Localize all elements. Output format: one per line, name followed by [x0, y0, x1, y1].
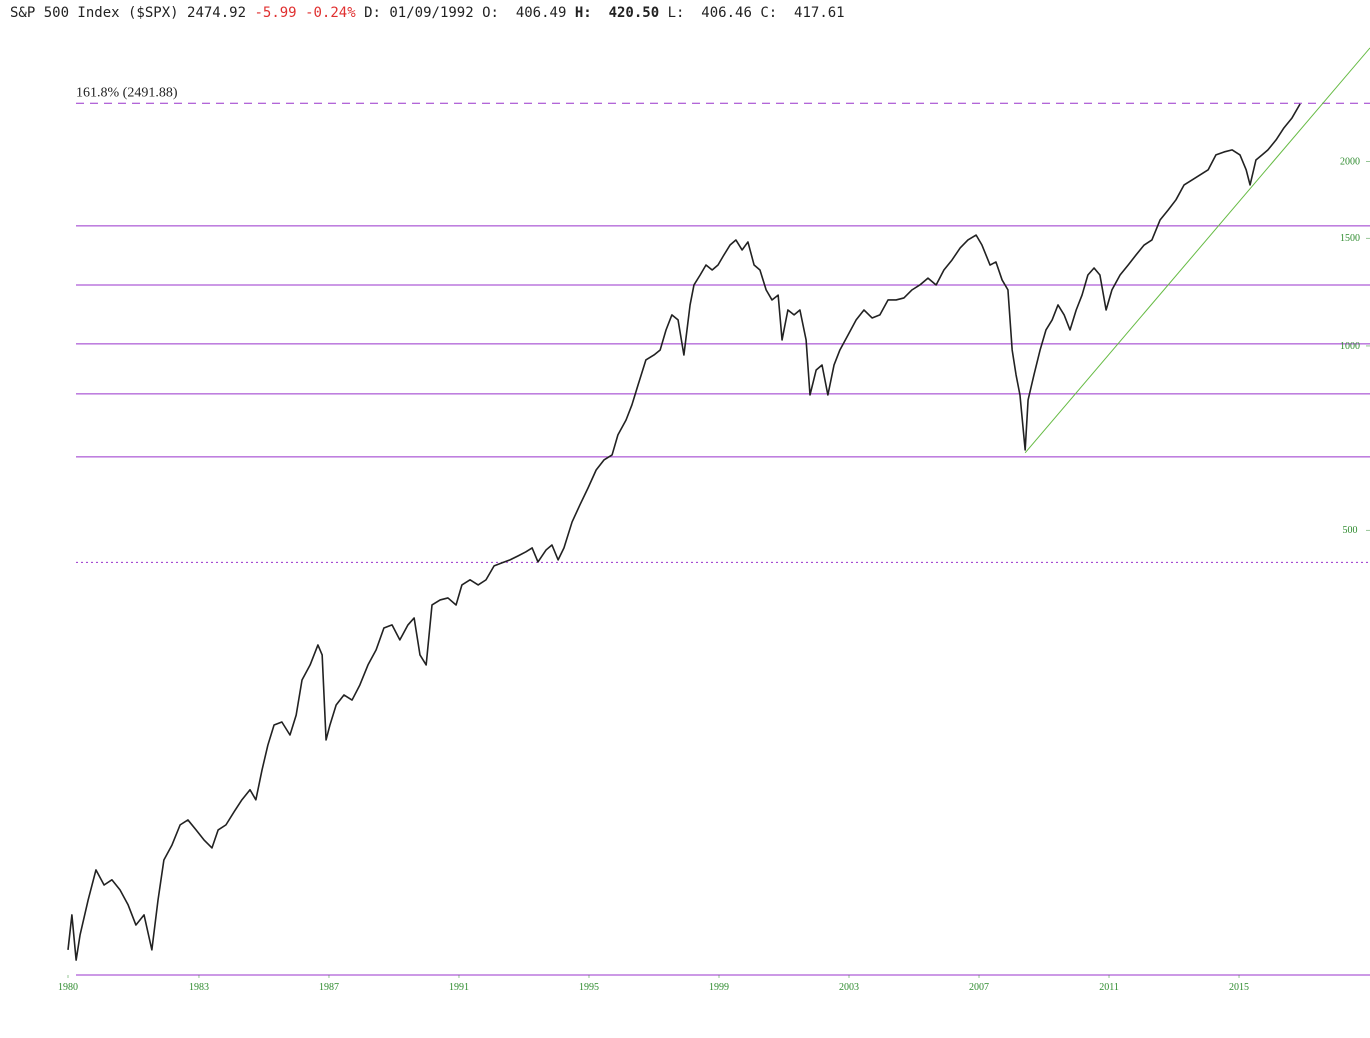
x-tick-label: 1980 [58, 982, 78, 993]
low-label: L: [667, 5, 685, 21]
last: 2474.92 [187, 5, 247, 21]
y-tick-label: 2000 [1340, 157, 1360, 168]
x-tick-label: 1995 [579, 982, 599, 993]
quote-header: S&P 500 Index ($SPX) 2474.92 -5.99 -0.24… [10, 5, 845, 21]
x-tick-label: 2003 [839, 982, 859, 993]
x-tick-label: 1999 [709, 982, 729, 993]
x-tick-label: 1987 [319, 982, 339, 993]
high: 420.50 [608, 5, 660, 21]
price-line [67, 103, 1301, 961]
close: 417.61 [794, 5, 845, 21]
open: 406.49 [515, 5, 567, 21]
x-tick-label: 2011 [1099, 982, 1119, 993]
x-tick-label: 2007 [969, 982, 989, 993]
trendline [1024, 47, 1370, 454]
low: 406.46 [701, 5, 752, 21]
y-tick-label: 500 [1343, 525, 1358, 536]
close-label: C: [760, 5, 778, 21]
x-tick-label: 2015 [1229, 982, 1249, 993]
open-label: O: [482, 5, 499, 21]
y-tick-label: 1000 [1340, 341, 1360, 352]
symbol: S&P 500 Index ($SPX) [10, 5, 179, 21]
date-label: D: [364, 5, 381, 21]
level-label: 161.8% (2491.88) [76, 85, 178, 100]
x-tick-label: 1983 [189, 982, 209, 993]
y-tick-label: 1500 [1340, 233, 1360, 244]
change: -5.99 [254, 5, 297, 21]
date: 01/09/1992 [389, 5, 474, 21]
high-label: H: [574, 5, 592, 21]
x-tick-label: 1991 [449, 982, 469, 993]
change-pct: -0.24% [305, 5, 356, 21]
